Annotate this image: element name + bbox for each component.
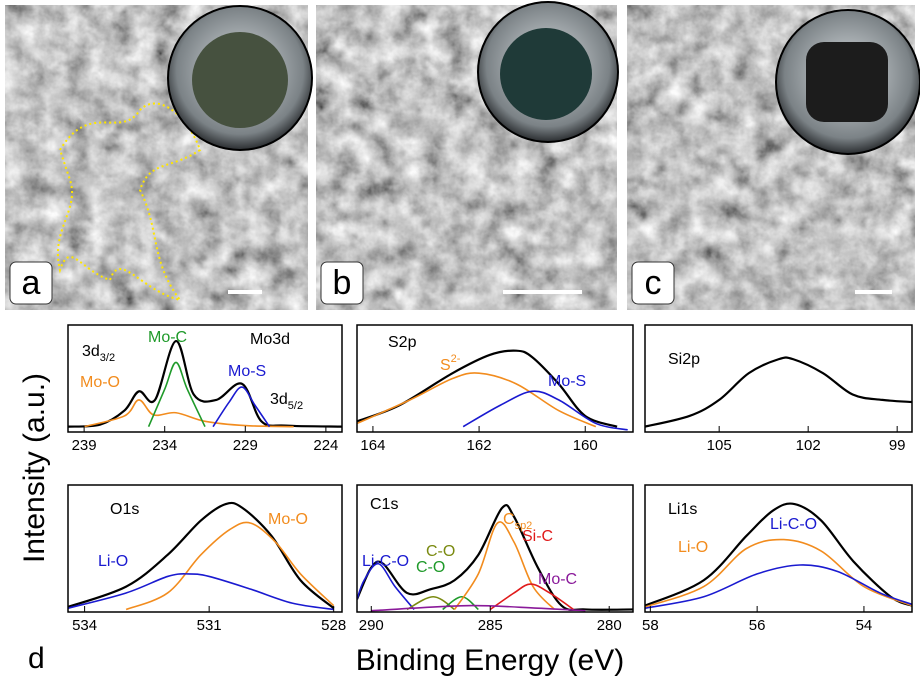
x-tick-label: 160 xyxy=(573,437,598,454)
curve-label: Li-O xyxy=(678,539,708,556)
spectrum-panel: 105 102 99 Si2p xyxy=(644,324,913,454)
x-axis-label: Binding Energy (eV) xyxy=(356,644,624,677)
panel-title: O1s xyxy=(110,501,139,518)
image-label: b xyxy=(333,264,352,302)
spectrum-curve xyxy=(371,604,586,612)
spectrum-curve xyxy=(83,399,294,428)
x-tick-label: 58 xyxy=(642,617,659,634)
panel-title: C1s xyxy=(370,496,398,513)
x-tick-label: 534 xyxy=(72,617,97,634)
spectrum-curve xyxy=(357,504,633,612)
spectrum-curve xyxy=(212,386,271,428)
x-tick-label: 56 xyxy=(749,617,766,634)
spectrum-curve xyxy=(68,339,342,428)
spectrum-curve xyxy=(645,564,912,609)
panel-title: Mo3d xyxy=(250,331,290,348)
x-tick-label: 285 xyxy=(478,617,503,634)
curve-label: 3d3/2 xyxy=(82,343,115,364)
spectrum-curve xyxy=(453,521,556,611)
curve-label: Mo-S xyxy=(548,373,586,390)
y-axis-label: Intensity (a.u.) xyxy=(18,373,51,563)
curve-label: Csp2 xyxy=(503,511,532,532)
curve-label: Mo-O xyxy=(80,374,120,391)
curve-label: Mo-C xyxy=(538,571,577,588)
axes-frame xyxy=(356,324,634,433)
label-sub: sp2 xyxy=(515,520,533,532)
spectrum-curve xyxy=(357,349,618,428)
x-tick-label: 164 xyxy=(360,437,385,454)
x-tick-label: 239 xyxy=(72,437,97,454)
spectrum-curve xyxy=(125,521,335,611)
x-tick-label: 99 xyxy=(889,437,906,454)
spectrum-curve xyxy=(645,356,912,428)
axes-frame xyxy=(356,484,634,613)
spectrum-curve xyxy=(645,502,912,607)
curve-label: Li-C-O xyxy=(770,516,817,533)
label-main: 3d xyxy=(270,391,288,408)
image-label-box xyxy=(9,261,53,305)
panel-title: S2p xyxy=(388,334,417,351)
image-label-box xyxy=(320,261,364,305)
x-tick-label: 162 xyxy=(467,437,492,454)
label-sub: 2- xyxy=(451,353,461,365)
sem-image-b xyxy=(316,1,619,310)
spectrum-curve xyxy=(357,372,597,428)
image-label-box xyxy=(631,261,675,305)
spectrum-curve xyxy=(462,390,628,431)
x-tick-label: 528 xyxy=(321,617,346,634)
curve-label: 3d5/2 xyxy=(270,391,303,412)
sem-image-c xyxy=(627,5,920,310)
spectrum-curve xyxy=(68,501,335,610)
x-tick-label: 105 xyxy=(707,437,732,454)
spectrum-curve xyxy=(442,595,479,611)
label-main: C xyxy=(503,511,515,528)
spectrum-curve xyxy=(68,573,334,611)
sem-image-a xyxy=(5,5,313,310)
panel-title: Li1s xyxy=(668,501,697,518)
curve-label: Li-C-O xyxy=(362,553,409,570)
spectrum-curve xyxy=(147,361,206,427)
spectrum-panel: Li-O Li-C-O 58 56 54 Li1s xyxy=(642,484,913,634)
curve-label: Li-O xyxy=(98,553,128,570)
spectrum-panel: Mo-O Li-O 534 531 528 O1s xyxy=(67,484,346,634)
axes-frame xyxy=(644,324,913,433)
curve-label: Mo-S xyxy=(228,363,266,380)
x-tick-label: 54 xyxy=(856,617,873,634)
curve-label: Mo-C xyxy=(148,329,187,346)
spectrum-curve xyxy=(645,538,912,608)
image-label: a xyxy=(22,264,41,302)
x-tick-label: 229 xyxy=(233,437,258,454)
curve-label: Si-C xyxy=(522,528,553,545)
spectrum-panel: Li-C-O C-OC-O Si-C Mo-C 290 285 280 C1s xyxy=(356,484,634,634)
spectrum-panel: Mo-O Mo-C Mo-S 239 234 229 224 Mo3d xyxy=(67,324,343,454)
spectrum-curve xyxy=(357,562,415,610)
curve-label: S2- xyxy=(440,353,461,374)
axes-frame xyxy=(644,484,913,613)
label-sub: 3/2 xyxy=(100,352,115,364)
spectrum-curve xyxy=(489,583,574,611)
axes-frame xyxy=(67,324,343,433)
panel-title: Si2p xyxy=(668,351,700,368)
label-main: S xyxy=(440,357,451,374)
x-tick-label: 102 xyxy=(796,437,821,454)
x-tick-label: 290 xyxy=(359,617,384,634)
x-tick-label: 280 xyxy=(597,617,622,634)
spectrum-panel: Mo-S 164 162 160 S2p xyxy=(356,324,634,454)
curve-label: C-O xyxy=(416,559,445,576)
curve-label: C-O xyxy=(426,543,455,560)
label-sub: 5/2 xyxy=(288,400,303,412)
x-tick-label: 531 xyxy=(197,617,222,634)
x-tick-label: 234 xyxy=(152,437,177,454)
label-main: 3d xyxy=(82,343,100,360)
panel-label: d xyxy=(28,642,45,675)
axes-frame xyxy=(67,484,343,613)
curve-label: Mo-O xyxy=(268,511,308,528)
image-label: c xyxy=(645,264,662,302)
x-tick-label: 224 xyxy=(313,437,338,454)
